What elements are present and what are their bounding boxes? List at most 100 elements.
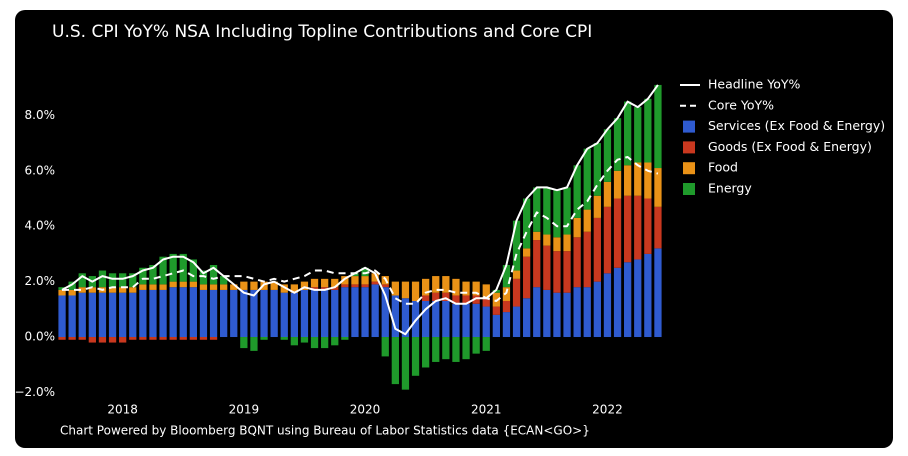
bar [603, 181, 612, 207]
bar [230, 284, 238, 290]
bar [523, 248, 531, 257]
x-tick-label: 2019 [229, 403, 260, 417]
bar [250, 337, 258, 351]
bar [613, 118, 622, 171]
bar [129, 292, 137, 338]
bar [119, 337, 127, 343]
bar [563, 292, 571, 338]
bar [270, 281, 278, 290]
x-tick-label: 2018 [107, 403, 138, 417]
bar [533, 240, 541, 288]
bar [98, 337, 107, 343]
bar [331, 287, 339, 290]
bar [300, 281, 309, 290]
bar [129, 287, 137, 293]
bar [88, 292, 96, 338]
bar [68, 289, 76, 296]
bar [512, 270, 521, 279]
chart-panel [15, 10, 893, 448]
bar [634, 107, 642, 163]
bar [139, 289, 147, 338]
bar [553, 237, 561, 252]
bar [331, 289, 339, 338]
bar [502, 264, 511, 288]
bar [583, 209, 591, 232]
bar [644, 98, 652, 163]
bar [603, 129, 612, 182]
bar [644, 253, 652, 338]
legend-label: Core YoY% [708, 97, 774, 112]
bar [119, 287, 127, 293]
bar [603, 273, 612, 338]
bar [452, 295, 460, 304]
bar [139, 337, 147, 340]
legend-label: Goods (Ex Food & Energy) [708, 139, 872, 154]
bar [654, 168, 662, 207]
bar [361, 284, 369, 288]
bar [533, 231, 541, 241]
headline-line [61, 84, 659, 336]
bar [78, 337, 86, 340]
bar [654, 248, 662, 338]
bar [321, 278, 329, 288]
bar [613, 198, 622, 268]
bar [58, 295, 66, 338]
bar [280, 337, 288, 340]
bar [220, 284, 228, 290]
bar [290, 337, 298, 346]
y-tick-label: 2.0% [25, 274, 56, 288]
bar [78, 273, 86, 288]
legend-label: Food [708, 160, 738, 175]
bar [472, 303, 480, 338]
bar [492, 292, 500, 307]
legend-swatch [683, 141, 695, 154]
bar [401, 298, 410, 338]
bar [452, 337, 460, 362]
bar [139, 284, 147, 290]
bar [321, 289, 329, 338]
bar [492, 314, 500, 338]
bar [422, 278, 430, 296]
bar [391, 281, 399, 296]
bar [351, 284, 359, 288]
bar [502, 301, 511, 313]
bar [472, 281, 480, 296]
bar [310, 287, 319, 290]
bar [220, 289, 228, 338]
bar [492, 306, 500, 315]
bar [533, 287, 541, 338]
bar [280, 292, 288, 338]
bar [119, 273, 127, 288]
bar [371, 281, 379, 285]
bar [300, 337, 309, 343]
bar [583, 287, 591, 338]
bar [230, 289, 238, 338]
bar [482, 298, 490, 307]
bar [523, 298, 531, 338]
bar [149, 284, 157, 290]
bar [341, 287, 349, 338]
bar [341, 337, 349, 340]
bar [442, 301, 450, 338]
bar [341, 284, 349, 288]
bar [68, 281, 76, 290]
bar [351, 273, 359, 277]
bar [371, 273, 379, 282]
bar [98, 270, 107, 288]
bar [220, 276, 228, 285]
bar [300, 289, 309, 338]
bar [442, 276, 450, 293]
bar [573, 287, 581, 338]
bar [351, 276, 359, 285]
y-tick-label: 8.0% [25, 108, 56, 122]
bar [149, 337, 157, 340]
bar [209, 284, 218, 290]
bar [199, 289, 208, 338]
bar [169, 287, 177, 338]
bar [240, 281, 248, 290]
bar [624, 195, 632, 263]
bar [159, 289, 167, 338]
bar [199, 270, 208, 285]
bar [624, 262, 632, 338]
bar [88, 287, 96, 293]
